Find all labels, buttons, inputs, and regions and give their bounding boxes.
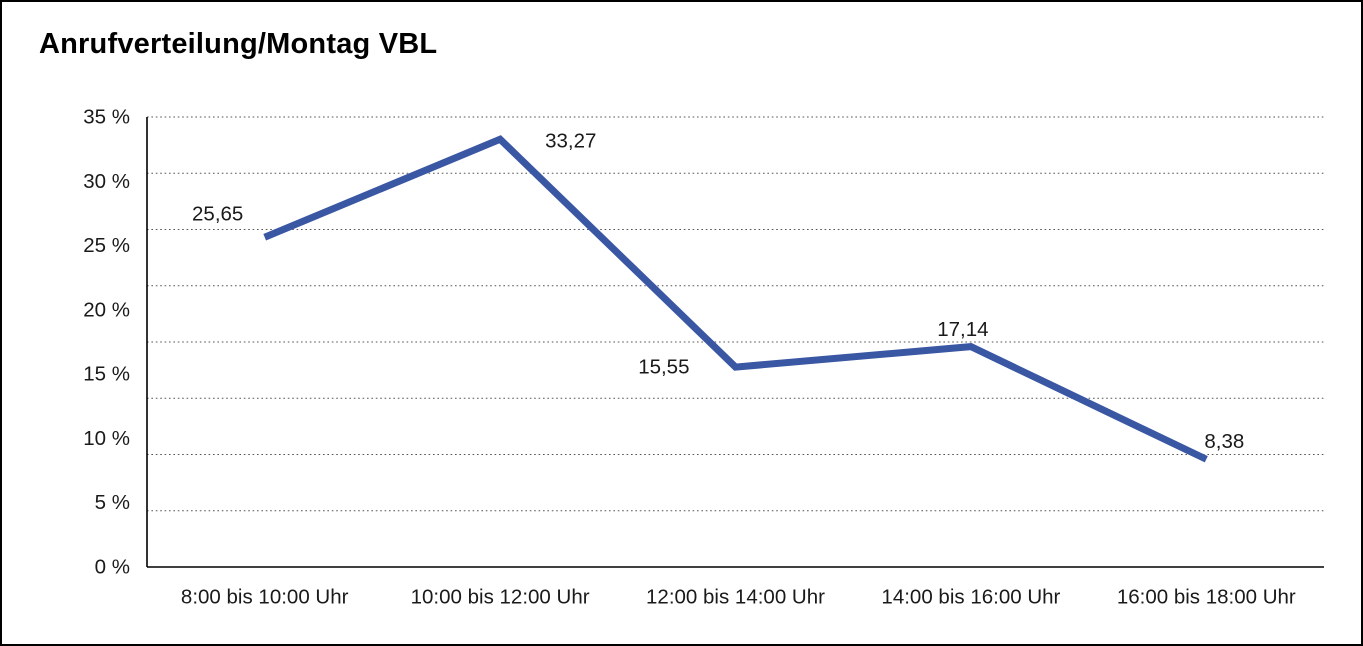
y-tick-label: 15 %: [83, 363, 130, 386]
chart-title: Anrufverteilung/Montag VBL: [39, 28, 438, 60]
y-axis-labels: 35 % 30 % 25 % 20 % 15 % 10 % 5 % 0 %: [83, 106, 130, 579]
data-series: [263, 135, 1208, 463]
x-tick-label: 8:00 bis 10:00 Uhr: [181, 586, 349, 609]
y-tick-label: 30 %: [83, 170, 130, 193]
data-label: 17,14: [937, 318, 988, 341]
data-labels: 25,65 33,27 15,55 17,14 8,38: [192, 130, 1244, 453]
x-tick-label: 16:00 bis 18:00 Uhr: [1117, 586, 1296, 609]
y-tick-label: 20 %: [83, 298, 130, 321]
gridlines: [147, 116, 1324, 512]
data-label: 15,55: [638, 356, 689, 379]
y-tick-label: 0 %: [95, 556, 130, 579]
data-label: 33,27: [545, 130, 596, 153]
y-tick-label: 35 %: [83, 106, 130, 129]
x-tick-label: 10:00 bis 12:00 Uhr: [411, 586, 590, 609]
y-tick-label: 25 %: [83, 234, 130, 257]
x-tick-label: 12:00 bis 14:00 Uhr: [646, 586, 825, 609]
x-axis-labels: 8:00 bis 10:00 Uhr 10:00 bis 12:00 Uhr 12:…: [181, 586, 1296, 609]
data-label: 25,65: [192, 203, 243, 226]
y-tick-label: 10 %: [83, 427, 130, 450]
data-label: 8,38: [1204, 430, 1244, 453]
series-line: [263, 135, 1208, 463]
x-tick-label: 14:00 bis 16:00 Uhr: [881, 586, 1060, 609]
axes: [146, 117, 1324, 568]
y-tick-label: 5 %: [95, 491, 130, 514]
